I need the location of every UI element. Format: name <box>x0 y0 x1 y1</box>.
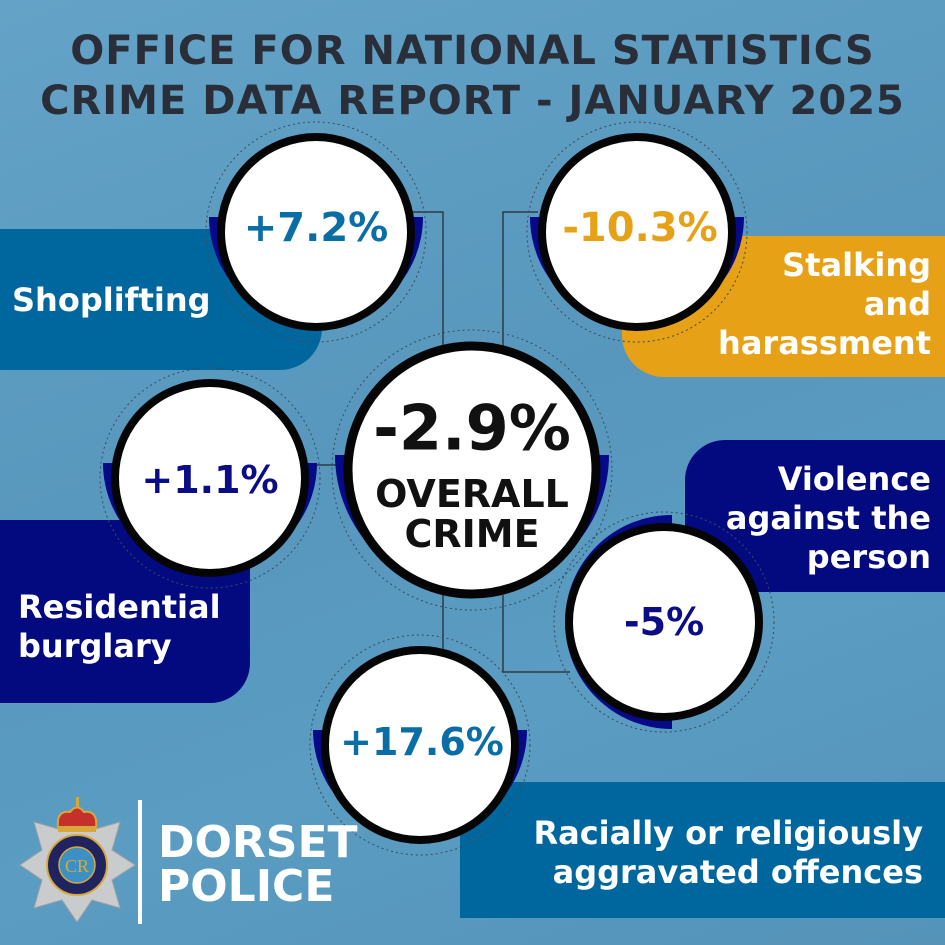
violence-box: Violence against the person <box>685 440 945 592</box>
racial-value: +17.6% <box>340 720 504 764</box>
circle-overall <box>331 329 613 611</box>
circle-violence <box>553 511 775 733</box>
stalking-label-3: harassment <box>718 324 931 362</box>
overall-label-2: CRIME <box>404 512 540 556</box>
burglary-value: +1.1% <box>141 458 279 502</box>
stalking-value: -10.3% <box>562 205 718 251</box>
violence-label-1: Violence <box>777 460 931 498</box>
circle-stalking <box>526 121 748 343</box>
violence-value: -5% <box>623 600 705 644</box>
racial-box: Racially or religiously aggravated offen… <box>460 782 945 918</box>
title-line-2: CRIME DATA REPORT - JANUARY 2025 <box>40 78 905 124</box>
burglary-label-2: burglary <box>18 627 172 665</box>
stalking-label-2: and <box>863 285 931 323</box>
racial-label-2: aggravated offences <box>552 853 923 891</box>
title-line-1: OFFICE FOR NATIONAL STATISTICS <box>70 28 875 74</box>
logo-line-2: POLICE <box>158 861 335 912</box>
logo-divider <box>138 800 142 924</box>
logo-line-1: DORSET <box>158 817 358 868</box>
burglary-label-1: Residential <box>18 588 221 626</box>
violence-label-2: against the <box>725 499 931 537</box>
shoplifting-label: Shoplifting <box>12 281 211 319</box>
badge-cypher: CR <box>65 856 89 876</box>
crown-icon <box>56 797 98 832</box>
shoplifting-value: +7.2% <box>243 205 389 251</box>
stalking-label-1: Stalking <box>782 246 931 284</box>
overall-value: -2.9% <box>373 391 571 465</box>
circle-burglary <box>99 367 321 589</box>
overall-label-1: OVERALL <box>375 472 569 516</box>
violence-label-3: person <box>806 538 931 576</box>
racial-label-1: Racially or religiously <box>533 814 923 852</box>
circle-racial <box>309 634 531 856</box>
circle-shoplifting <box>205 121 427 343</box>
